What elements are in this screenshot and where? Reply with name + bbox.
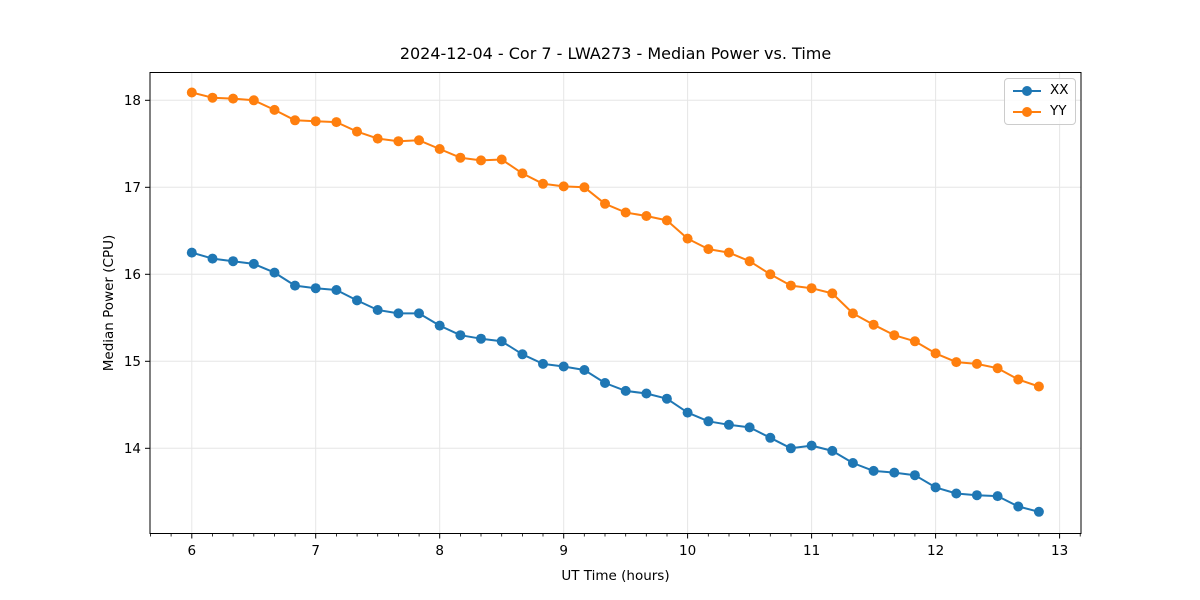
x-axis-ticks <box>191 533 1061 539</box>
y-axis-tick-labels: 14 15 16 17 18 <box>124 93 141 457</box>
y-tick-label: 17 <box>124 180 141 196</box>
y-axis-label: Median Power (CPU) <box>101 234 117 372</box>
x-axis-tick-labels: 6 7 8 9 10 11 12 13 <box>188 543 1069 559</box>
series-xx-markers <box>186 247 1044 517</box>
legend-label-yy: YY <box>1050 103 1067 120</box>
x-tick-label: 11 <box>803 543 820 559</box>
chart-title: 2024-12-04 - Cor 7 - LWA273 - Median Pow… <box>399 44 832 63</box>
series-yy <box>186 87 1044 392</box>
axes-spines <box>149 72 1082 534</box>
x-tick-label: 6 <box>188 543 197 559</box>
x-tick-label: 12 <box>927 543 944 559</box>
x-tick-label: 8 <box>435 543 444 559</box>
x-tick-label: 10 <box>679 543 696 559</box>
legend-label-xx: XX <box>1050 82 1069 99</box>
series-yy-markers <box>186 87 1044 392</box>
y-tick-label: 15 <box>124 354 141 370</box>
y-tick-label: 18 <box>124 93 141 109</box>
legend-item-yy: YY <box>1012 102 1068 122</box>
y-tick-label: 14 <box>124 441 141 457</box>
legend: XX YY <box>1004 78 1076 125</box>
grid-lines <box>150 72 1081 534</box>
legend-marker-xx-icon <box>1013 86 1041 96</box>
legend-marker-yy-icon <box>1013 107 1041 117</box>
x-tick-label: 9 <box>559 543 568 559</box>
y-axis-ticks <box>145 99 150 449</box>
x-axis-label: UT Time (hours) <box>561 568 670 584</box>
legend-item-xx: XX <box>1012 81 1069 101</box>
x-tick-label: 13 <box>1051 543 1068 559</box>
y-tick-label: 16 <box>124 267 141 283</box>
x-tick-label: 7 <box>311 543 320 559</box>
x-axis-minor-ticks <box>150 533 1081 537</box>
series-xx <box>186 247 1044 517</box>
